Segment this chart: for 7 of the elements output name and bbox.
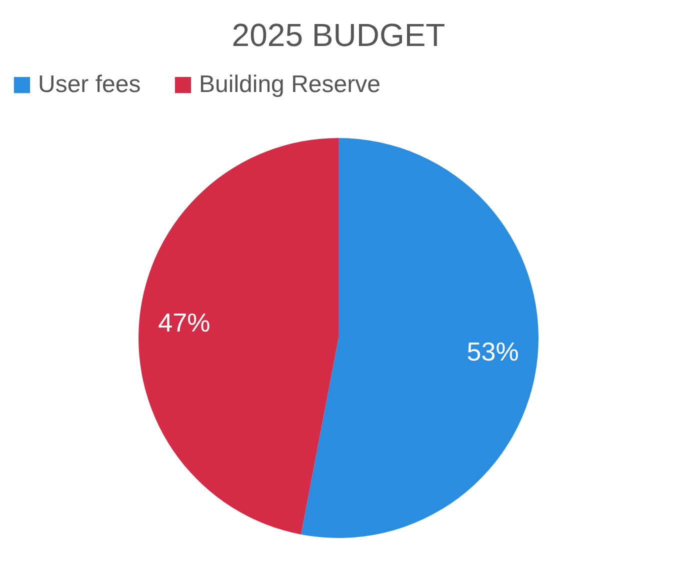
pie-slice [301, 138, 538, 538]
chart-title: 2025 BUDGET [232, 17, 446, 53]
data-label: 53% [466, 336, 519, 367]
data-label: 47% [158, 307, 210, 338]
legend-label: User fees [38, 71, 141, 98]
legend-label: Building Reserve [199, 71, 380, 98]
pie-slice [138, 138, 338, 534]
